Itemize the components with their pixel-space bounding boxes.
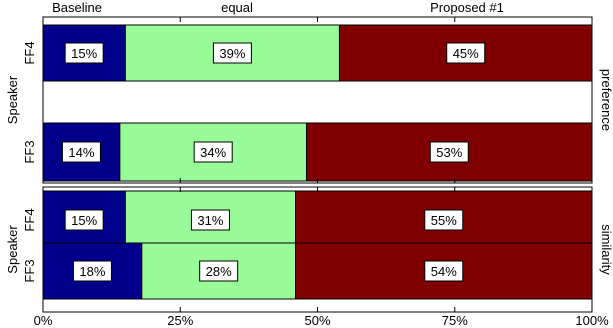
- data-label: 18%: [79, 264, 105, 279]
- data-label-box: [61, 141, 101, 163]
- x-tick-label: 0%: [34, 313, 53, 328]
- data-label: 55%: [431, 213, 457, 228]
- legend-label-equal: equal: [221, 0, 253, 15]
- data-label-box: [212, 42, 252, 64]
- data-label-box: [429, 141, 469, 163]
- data-label-box: [72, 260, 112, 282]
- data-label-box: [424, 209, 464, 231]
- y-category-label: FF4: [22, 41, 37, 64]
- x-tick-label: 50%: [304, 313, 330, 328]
- legend-label-proposed-1: Proposed #1: [430, 0, 504, 15]
- data-label-box: [199, 260, 239, 282]
- data-label: 45%: [453, 46, 479, 61]
- x-tick-label: 100%: [575, 313, 609, 328]
- data-label: 15%: [71, 46, 97, 61]
- y-category-label: FF3: [22, 140, 37, 163]
- data-label-box: [446, 42, 486, 64]
- data-label: 15%: [71, 213, 97, 228]
- data-label-box: [64, 209, 104, 231]
- data-label: 28%: [206, 264, 232, 279]
- y-axis-label: Speaker: [5, 225, 20, 274]
- data-label: 39%: [219, 46, 245, 61]
- data-label-box: [424, 260, 464, 282]
- y-category-label: FF3: [22, 259, 37, 282]
- data-label-box: [193, 141, 233, 163]
- x-tick-label: 75%: [442, 313, 468, 328]
- y-axis-label: Speaker: [5, 75, 20, 124]
- data-label: 53%: [436, 145, 462, 160]
- y-category-label: FF4: [22, 208, 37, 231]
- data-label: 14%: [68, 145, 94, 160]
- bar-preference-ff4-baseline: [42, 24, 126, 82]
- panel-title-preference: preference: [599, 69, 613, 131]
- data-label: 54%: [431, 264, 457, 279]
- data-label-box: [64, 42, 104, 64]
- x-tick-label: 25%: [167, 313, 193, 328]
- panel-title-similarity: similarity: [599, 224, 613, 275]
- data-label: 31%: [197, 213, 223, 228]
- data-label: 34%: [200, 145, 226, 160]
- legend-label-baseline: Baseline: [52, 0, 102, 15]
- data-label-box: [190, 209, 230, 231]
